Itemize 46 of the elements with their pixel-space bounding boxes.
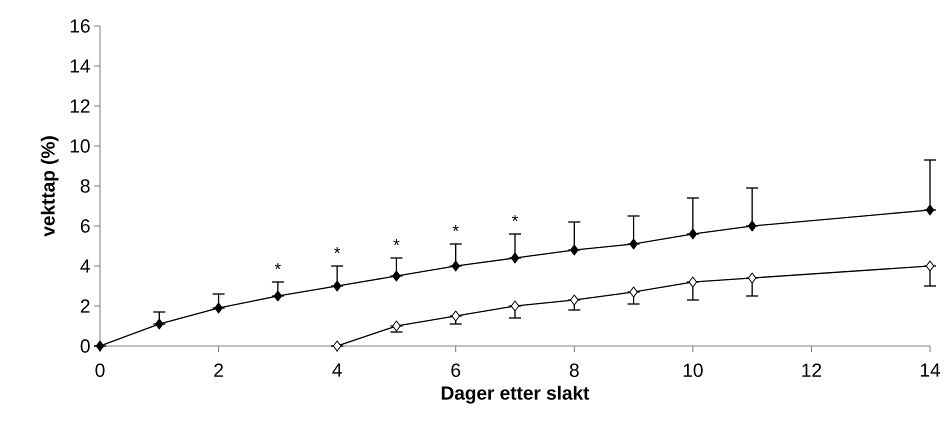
point [926,204,934,216]
y-tick-label: 0 [80,339,90,353]
point [688,228,698,240]
point [155,318,164,330]
y-tick-label: 8 [80,179,90,193]
y-tick-label: 14 [70,59,90,73]
point [629,286,638,298]
point [688,276,698,288]
x-tick-label: 12 [802,364,822,377]
point [332,340,342,352]
x-tick-label: 6 [451,364,460,377]
x-tick-label: 14 [920,364,940,377]
annotation: * [274,263,281,270]
point [926,260,934,272]
annotation: * [393,239,400,246]
point [451,310,460,322]
point [570,244,579,256]
point [332,280,342,292]
x-tick-label: 4 [332,364,342,377]
annotation: * [452,225,459,232]
annotation: * [334,247,340,254]
point [629,238,638,250]
x-tick-label: 10 [684,364,703,377]
point [274,290,282,302]
y-tick-label: 12 [70,99,90,113]
point [510,300,520,312]
x-tick-label: 2 [214,364,223,377]
x-axis-title: Dager etter slakt [442,386,590,404]
y-tick-label: 16 [70,19,90,33]
y-tick-label: 4 [80,259,90,273]
point [96,340,104,352]
y-axis-title: vekttap (%) [40,136,58,237]
point [392,270,401,282]
annotation: * [512,215,518,222]
y-tick-label: 10 [70,139,90,153]
point [510,252,520,264]
y-tick-label: 6 [80,219,90,233]
point [748,220,756,232]
point [214,302,223,314]
y-tick-label: 2 [80,299,90,313]
point [392,320,401,332]
x-tick-label: 8 [570,364,579,377]
point [748,272,756,284]
x-tick-label: 0 [95,364,105,377]
point [451,260,460,272]
point [570,294,579,306]
